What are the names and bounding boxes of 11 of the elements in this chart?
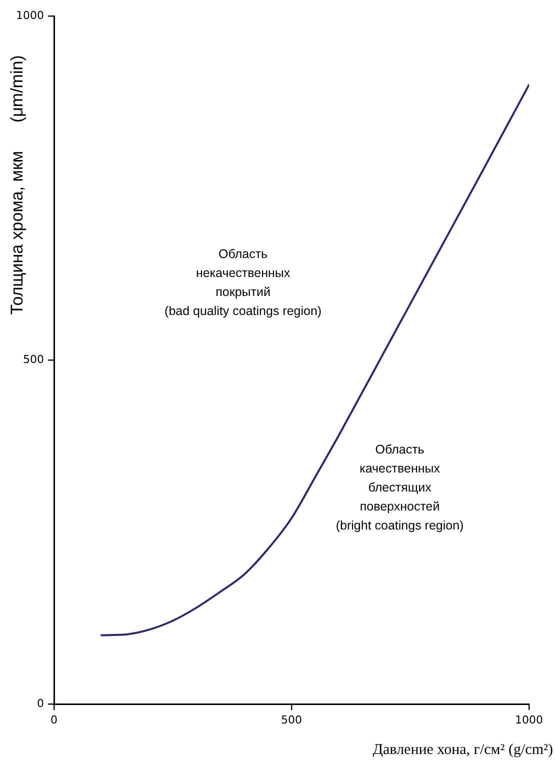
x-axis-title: Давление хона, г/см² (g/cm²) xyxy=(372,742,553,758)
y-tick-label: 1000 xyxy=(16,8,44,22)
x-tick-label: 1000 xyxy=(515,713,543,726)
y-tick-label: 0 xyxy=(37,696,44,710)
annotation: Область качественных блестящих поверхностей (bright coatings region) xyxy=(336,442,464,533)
x-tick-label: 500 xyxy=(281,713,302,726)
y-axis-title: Толщина хрома, мкм (μm/min) xyxy=(8,55,27,315)
x-tick-label: 0 xyxy=(50,713,58,726)
y-tick-label: 500 xyxy=(23,352,44,366)
line-series xyxy=(100,84,529,636)
annotation: Область некачественных покрытий (bad quality coatings region) xyxy=(164,247,322,318)
